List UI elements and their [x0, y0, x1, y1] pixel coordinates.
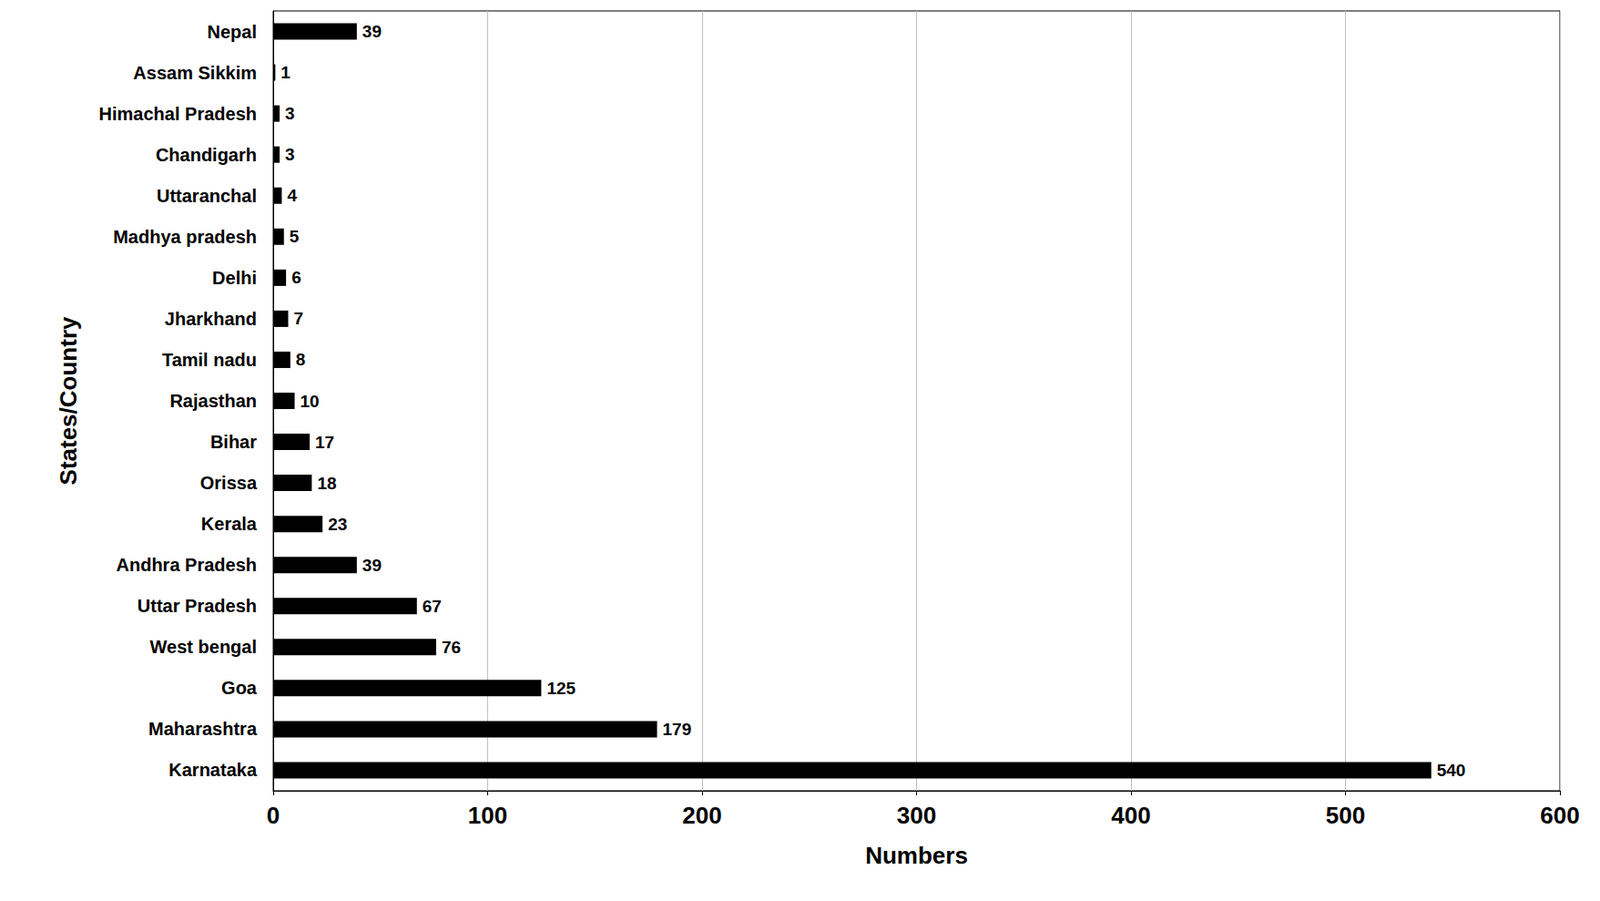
- svg-text:300: 300: [896, 801, 937, 829]
- svg-text:Delhi: Delhi: [212, 267, 257, 288]
- svg-text:39: 39: [362, 555, 382, 575]
- svg-text:Bihar: Bihar: [210, 431, 257, 452]
- svg-text:23: 23: [327, 514, 347, 534]
- svg-text:Assam Sikkim: Assam Sikkim: [132, 62, 257, 83]
- svg-text:Himachal Pradesh: Himachal Pradesh: [99, 103, 257, 124]
- svg-text:67: 67: [422, 596, 442, 616]
- svg-text:18: 18: [316, 473, 337, 493]
- svg-text:Rajasthan: Rajasthan: [169, 390, 257, 411]
- svg-text:125: 125: [546, 678, 576, 698]
- svg-text:Uttar Pradesh: Uttar Pradesh: [137, 595, 257, 616]
- svg-text:100: 100: [468, 801, 508, 829]
- svg-text:0: 0: [266, 801, 280, 829]
- svg-text:Nepal: Nepal: [207, 21, 257, 42]
- svg-text:Maharashtra: Maharashtra: [148, 718, 258, 739]
- svg-text:76: 76: [441, 637, 461, 657]
- svg-text:200: 200: [682, 801, 722, 829]
- svg-text:Madhya pradesh: Madhya pradesh: [112, 226, 257, 247]
- svg-text:3: 3: [285, 144, 296, 164]
- svg-text:5: 5: [289, 226, 300, 246]
- svg-text:17: 17: [315, 432, 335, 452]
- svg-text:Jharkhand: Jharkhand: [164, 308, 257, 329]
- svg-text:Karnataka: Karnataka: [168, 759, 258, 780]
- svg-text:1: 1: [280, 62, 291, 82]
- svg-text:3: 3: [285, 103, 296, 123]
- svg-text:Chandigarh: Chandigarh: [155, 144, 257, 165]
- svg-text:Orissa: Orissa: [200, 472, 258, 493]
- svg-text:Kerala: Kerala: [201, 513, 258, 534]
- svg-text:179: 179: [662, 719, 693, 739]
- svg-text:7: 7: [293, 308, 304, 328]
- svg-text:Goa: Goa: [221, 677, 258, 698]
- svg-text:8: 8: [295, 349, 306, 369]
- svg-text:Tamil nadu: Tamil nadu: [162, 349, 257, 370]
- svg-text:States/Country: States/Country: [54, 315, 82, 485]
- svg-text:500: 500: [1325, 801, 1366, 829]
- svg-text:600: 600: [1539, 801, 1580, 829]
- svg-text:540: 540: [1436, 760, 1467, 780]
- svg-text:Andhra Pradesh: Andhra Pradesh: [116, 554, 257, 575]
- svg-text:400: 400: [1110, 801, 1151, 829]
- svg-text:6: 6: [291, 267, 302, 287]
- svg-text:Numbers: Numbers: [865, 841, 969, 869]
- svg-text:West bengal: West bengal: [150, 636, 257, 657]
- svg-text:Uttaranchal: Uttaranchal: [156, 185, 257, 206]
- svg-text:4: 4: [286, 185, 297, 205]
- svg-text:39: 39: [362, 21, 382, 41]
- svg-text:10: 10: [300, 391, 320, 411]
